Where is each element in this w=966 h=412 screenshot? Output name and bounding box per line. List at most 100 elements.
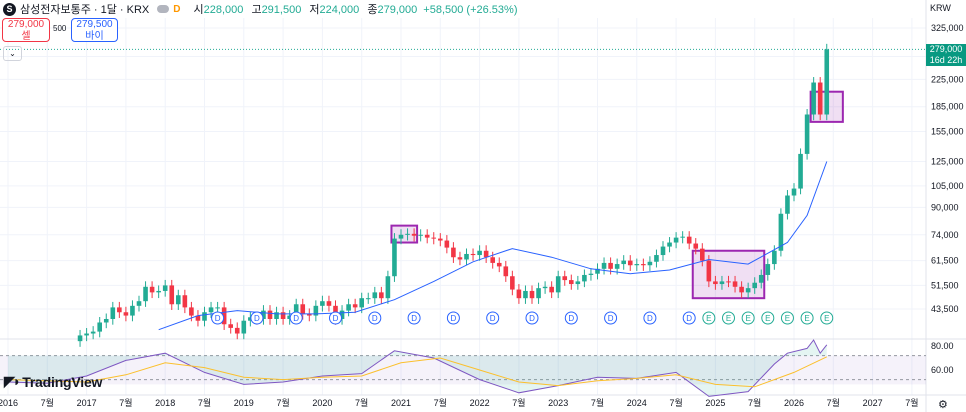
- earnings-marker: [800, 311, 814, 325]
- x-tick-label: 2027: [863, 398, 883, 408]
- candle-body: [280, 312, 286, 319]
- dividend-marker: [407, 311, 421, 325]
- event-marker-label: D: [333, 314, 339, 323]
- event-marker-label: E: [824, 314, 829, 323]
- buy-button[interactable]: 279,500 바이: [71, 18, 118, 42]
- x-tick-label: 7월: [827, 397, 840, 408]
- candle-body: [752, 282, 757, 289]
- y-tick-label: 43,500: [931, 304, 959, 314]
- last-price-label: 279,000 16d 22h: [926, 44, 966, 66]
- candle-body: [660, 246, 666, 256]
- candle-body: [503, 266, 509, 277]
- candle-body: [706, 260, 712, 282]
- rsi-ma-line: [7, 356, 828, 388]
- candle-body: [274, 312, 279, 319]
- candle-body: [745, 288, 751, 293]
- sell-button[interactable]: 279,000 셀: [2, 18, 50, 42]
- dividend-marker: [250, 311, 264, 325]
- candle-body: [621, 260, 626, 265]
- candle-body: [654, 255, 659, 262]
- buy-price: 279,500: [76, 19, 113, 30]
- spread-value: 500: [53, 24, 67, 33]
- earnings-marker: [741, 311, 755, 325]
- highlight-box: [691, 249, 766, 300]
- x-tick-label: 7월: [119, 397, 132, 408]
- candle-body: [261, 310, 266, 319]
- candle-body: [627, 260, 633, 266]
- close-label: 종: [367, 4, 378, 16]
- dividend-marker: [329, 311, 342, 325]
- symbol-title[interactable]: 삼성전자보통주 · 1달 · KRX: [20, 4, 150, 16]
- x-tick-label: 7월: [355, 397, 368, 408]
- candle-body: [464, 253, 469, 260]
- candle-body: [608, 262, 613, 269]
- open-value: 228,000: [203, 4, 244, 16]
- candle-body: [241, 320, 247, 334]
- candle-body: [510, 276, 515, 290]
- dividend-marker: [289, 311, 303, 325]
- last-price-value: 279,000: [929, 44, 963, 54]
- candle-body: [202, 312, 207, 321]
- rsi-line: [7, 339, 828, 397]
- candle-body: [267, 310, 273, 319]
- candle-body: [549, 286, 554, 293]
- candle-body: [287, 315, 292, 319]
- candle-body: [457, 257, 463, 260]
- brand-name: TradingView: [22, 373, 103, 390]
- delayed-badge[interactable]: D: [173, 3, 181, 15]
- x-tick-label: 7월: [276, 397, 289, 408]
- rsi-tick-label: 80.00: [931, 341, 954, 351]
- candle-body: [103, 318, 109, 323]
- x-tick-label: 2025: [705, 398, 725, 408]
- event-marker-label: D: [451, 314, 457, 323]
- x-tick-label: 7월: [669, 397, 682, 408]
- candle-body: [300, 304, 306, 314]
- low-label: 저: [309, 4, 320, 16]
- candle-body: [667, 242, 672, 247]
- x-tick-label: 7월: [905, 397, 918, 408]
- x-tick-label: 2026: [784, 398, 804, 408]
- highlight-box: [390, 224, 419, 244]
- event-marker-label: D: [490, 314, 496, 323]
- candle-body: [307, 313, 312, 316]
- candle-body: [451, 247, 456, 258]
- candle-body: [680, 236, 685, 238]
- candle-body: [149, 286, 155, 293]
- event-marker-label: D: [372, 314, 378, 323]
- sell-label: 셀: [21, 31, 31, 42]
- event-marker-label: D: [293, 314, 299, 323]
- dividend-marker: [604, 311, 618, 325]
- tradingview-watermark[interactable]: ◤◗ TradingView: [4, 373, 102, 390]
- candle-body: [496, 262, 502, 267]
- gear-icon[interactable]: ⚙: [938, 399, 948, 411]
- x-tick-label: 2020: [312, 398, 332, 408]
- candle-body: [778, 213, 784, 251]
- candle-body: [523, 290, 528, 299]
- y-tick-label: 51,500: [931, 280, 959, 290]
- y-tick-label: 105,000: [931, 181, 964, 191]
- candle-body: [785, 195, 790, 214]
- candle-body: [392, 238, 397, 277]
- change-value: +58,500 (+26.53%): [423, 4, 518, 16]
- currency-label[interactable]: KRW: [930, 3, 951, 13]
- candle-body: [352, 304, 358, 308]
- y-tick-label: 155,000: [931, 126, 964, 136]
- low-value: 224,000: [319, 4, 360, 16]
- candle-body: [739, 286, 744, 293]
- event-marker-label: E: [745, 314, 750, 323]
- candle-body: [562, 276, 568, 281]
- y-tick-label: 74,000: [931, 230, 959, 240]
- dividend-marker: [486, 311, 500, 325]
- rsi-overbought-fill: [8, 340, 827, 397]
- event-marker-label: D: [568, 314, 574, 323]
- event-marker-label: D: [215, 314, 221, 323]
- chevron-down-icon[interactable]: ⌄: [3, 46, 22, 61]
- candle-body: [405, 233, 410, 235]
- candle-body: [326, 301, 332, 306]
- candle-body: [208, 307, 214, 313]
- dividend-marker: [446, 311, 460, 325]
- candle-body: [693, 243, 699, 249]
- candle-body: [719, 281, 725, 285]
